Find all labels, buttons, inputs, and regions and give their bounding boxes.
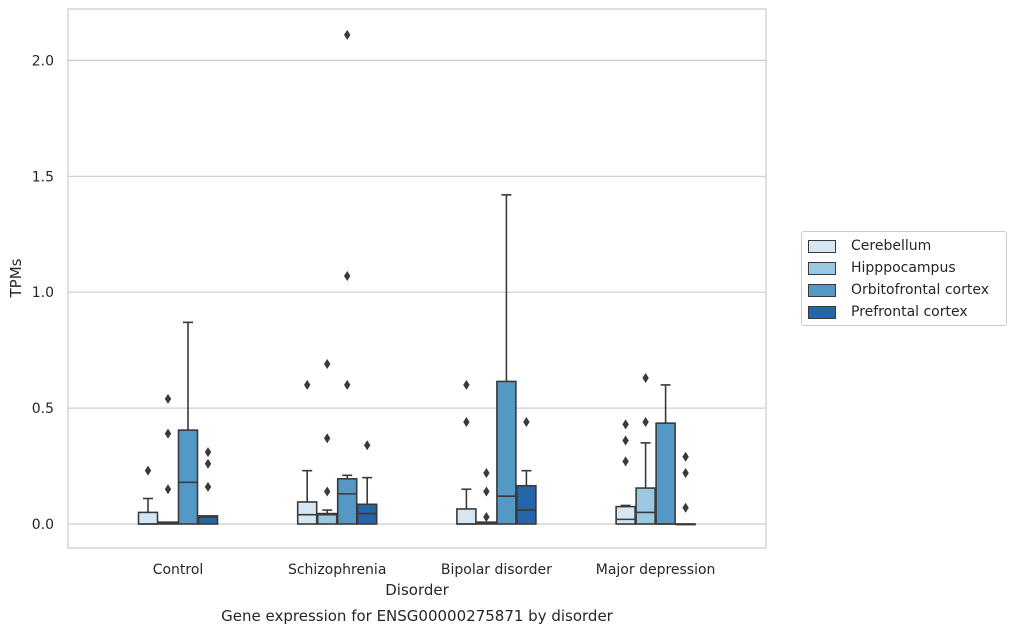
outlier-point (204, 481, 212, 492)
iqr-box (336, 477, 358, 525)
x-tick-label-control: Control (153, 562, 204, 578)
outlier-point (204, 458, 212, 469)
outlier-point (463, 417, 470, 428)
legend-swatch-cerebellum (808, 239, 836, 253)
legend-item-hippocampus: Hipppocampus (808, 258, 956, 278)
series-orbitofrontal-cortex (177, 29, 676, 525)
legend-item-cerebellum: Cerebellum (808, 236, 931, 256)
y-tick-label: 0.5 (32, 401, 54, 417)
y-tick-label: 1.0 (32, 285, 54, 301)
outlier-point (164, 393, 172, 404)
outlier-point (304, 379, 311, 390)
box-prefrontal-cortex-schizophrenia (356, 440, 378, 525)
series-cerebellum (137, 379, 636, 525)
outlier-point (164, 428, 172, 439)
outlier-point (523, 417, 530, 428)
y-tick-labels: 0.0 0.5 1.0 1.5 2.0 (32, 53, 54, 533)
iqr-box (177, 429, 199, 525)
box-prefrontal-cortex-control (197, 447, 219, 525)
iqr-box (615, 505, 636, 525)
x-tick-labels: Control Schizophrenia Bipolar disorder Majo… (153, 562, 716, 578)
outlier-point (324, 486, 331, 497)
x-tick-label-bipolar-disorder: Bipolar disorder (441, 562, 552, 578)
legend-swatch-prefrontal (808, 305, 836, 319)
box-hipppocampus-bipolar-disorder (476, 468, 497, 525)
legend-label-prefrontal: Prefrontal cortex (851, 304, 968, 320)
outlier-point (164, 484, 172, 495)
outlier-point (642, 372, 649, 383)
box-prefrontal-cortex-bipolar-disorder (516, 417, 537, 525)
iqr-box (296, 501, 318, 525)
legend-swatch-hippocampus (808, 261, 836, 275)
x-tick-label-major-depression: Major depression (596, 562, 716, 578)
iqr-box (635, 487, 656, 525)
outlier-point (344, 379, 351, 390)
series-hipppocampus (157, 359, 656, 525)
x-tick-label-schizophrenia: Schizophrenia (288, 562, 386, 578)
iqr-box (137, 511, 159, 525)
box-orbitofrontal-cortex-bipolar-disorder (496, 194, 517, 525)
outlier-point (364, 440, 371, 451)
iqr-box (456, 508, 477, 525)
legend-label-cerebellum: Cerebellum (851, 238, 932, 254)
outlier-point (622, 419, 629, 430)
outlier-point (622, 456, 629, 467)
box-hipppocampus-schizophrenia (316, 359, 338, 525)
iqr-box (655, 422, 676, 525)
plot-frame (67, 8, 767, 549)
outlier-point (622, 435, 629, 446)
box-orbitofrontal-cortex-major-depression (655, 384, 676, 525)
outlier-point (483, 468, 490, 479)
outlier-point (483, 486, 490, 497)
iqr-box (316, 512, 338, 525)
outlier-point (642, 417, 649, 428)
outlier-point (463, 379, 470, 390)
legend-item-prefrontal: Prefrontal cortex (808, 302, 968, 322)
iqr-box (496, 380, 517, 525)
y-tick-label: 0.0 (32, 517, 54, 533)
box-cerebellum-bipolar-disorder (456, 379, 477, 525)
x-axis-title: Disorder (385, 581, 449, 599)
outlier-point (682, 502, 689, 513)
outlier-point (682, 468, 689, 479)
box-plots (137, 29, 696, 526)
box-cerebellum-control (137, 465, 159, 525)
legend-label-orbitofrontal: Orbitofrontal cortex (851, 282, 989, 298)
legend-item-orbitofrontal: Orbitofrontal cortex (808, 280, 989, 300)
outlier-point (344, 29, 351, 40)
outlier-point (324, 359, 331, 370)
y-axis-title: TPMs (7, 258, 25, 298)
box-cerebellum-schizophrenia (296, 379, 318, 525)
box-orbitofrontal-cortex-schizophrenia (336, 29, 358, 525)
outlier-point (324, 433, 331, 444)
outlier-point (344, 270, 351, 281)
box-hipppocampus-major-depression (635, 372, 656, 525)
y-tick-label: 1.5 (32, 169, 54, 185)
chart-caption: Gene expression for ENSG00000275871 by d… (221, 607, 613, 625)
outlier-point (682, 451, 689, 462)
box-prefrontal-cortex-major-depression (675, 451, 696, 526)
box-orbitofrontal-cortex-control (177, 321, 199, 525)
box-cerebellum-major-depression (615, 419, 636, 525)
outlier-point (144, 465, 152, 476)
legend: Cerebellum Hipppocampus Orbitofrontal co… (801, 231, 1007, 326)
outlier-point (483, 512, 490, 523)
box-hipppocampus-control (157, 393, 179, 525)
legend-swatch-orbitofrontal (808, 283, 836, 297)
series-prefrontal-cortex (197, 417, 696, 526)
outlier-point (204, 447, 212, 458)
iqr-box (197, 515, 219, 525)
iqr-box (516, 484, 537, 525)
legend-label-hippocampus: Hipppocampus (851, 260, 956, 276)
y-tick-label: 2.0 (32, 53, 54, 69)
